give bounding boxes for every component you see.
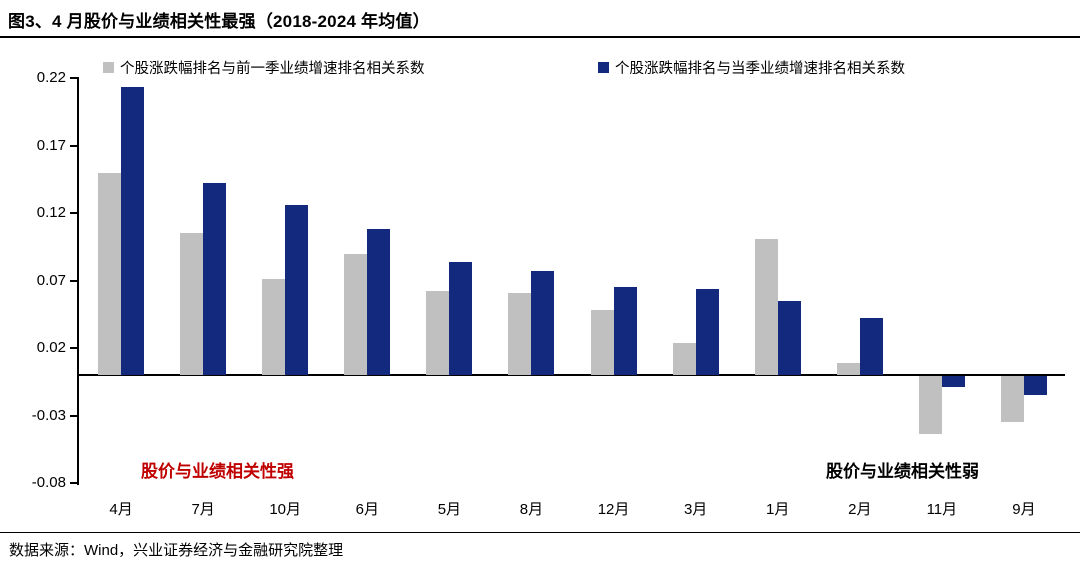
- y-axis-line: [77, 77, 79, 485]
- bar-prev-11月: [918, 376, 942, 435]
- bar-prev-1月: [754, 238, 778, 375]
- x-axis-label-8月: 8月: [519, 501, 544, 518]
- x-axis-label-12月: 12月: [597, 501, 630, 518]
- bar-prev-4月: [98, 172, 122, 375]
- y-axis-tick: [70, 77, 78, 79]
- title-divider: [0, 36, 1080, 38]
- y-axis-tick: [70, 347, 78, 349]
- bar-curr-11月: [941, 376, 965, 388]
- bar-curr-9月: [1023, 376, 1047, 396]
- x-axis-label-5月: 5月: [437, 501, 462, 518]
- y-axis-tick-label: -0.03: [31, 406, 66, 424]
- bar-prev-10月: [262, 279, 286, 375]
- annotation-weak-correlation: 股价与业绩相关性弱: [826, 462, 979, 481]
- legend-marker-gray-icon: [103, 61, 114, 73]
- legend-marker-blue-icon: [598, 61, 609, 73]
- x-axis-label-4月: 4月: [109, 501, 133, 518]
- bar-curr-4月: [121, 87, 144, 375]
- bar-curr-5月: [449, 261, 473, 375]
- bar-prev-9月: [1000, 376, 1024, 423]
- x-axis-label-6月: 6月: [355, 501, 379, 518]
- y-axis-tick-label: 0.22: [36, 69, 66, 86]
- y-axis-tick-label: 0.12: [36, 204, 66, 221]
- x-axis-label-10月: 10月: [269, 501, 302, 518]
- x-axis-label-1月: 1月: [766, 501, 790, 518]
- y-axis-tick: [70, 279, 78, 282]
- bar-curr-1月: [777, 300, 801, 375]
- x-axis-label-9月: 9月: [1012, 501, 1036, 518]
- chart-title: 图3、4 月股价与业绩相关性最强（2018-2024 年均值）: [8, 12, 430, 31]
- bar-prev-12月: [590, 310, 614, 375]
- bar-prev-8月: [508, 292, 532, 375]
- data-source-note: 数据来源：Wind，兴业证券经济与金融研究院整理: [9, 542, 344, 559]
- y-axis-tick: [70, 414, 78, 417]
- legend-label-current-quarter: 个股涨跌幅排名与当季业绩增速排名相关系数: [615, 60, 905, 77]
- bar-prev-2月: [836, 362, 860, 375]
- y-axis-tick-label: 0.07: [36, 271, 66, 289]
- y-axis-tick-label: 0.17: [36, 136, 66, 154]
- bar-curr-7月: [203, 183, 227, 375]
- legend-label-prev-quarter: 个股涨跌幅排名与前一季业绩增速排名相关系数: [120, 60, 425, 77]
- bar-prev-7月: [180, 233, 204, 375]
- y-axis-tick-label: 0.02: [36, 339, 66, 356]
- bar-curr-6月: [367, 229, 391, 375]
- footer-divider: [0, 532, 1080, 533]
- y-axis-tick: [70, 212, 78, 214]
- x-axis-label-11月: 11月: [926, 501, 958, 518]
- legend-item-current-quarter: 个股涨跌幅排名与当季业绩增速排名相关系数: [598, 59, 905, 77]
- bar-curr-3月: [695, 288, 719, 375]
- zero-baseline: [77, 374, 1065, 376]
- bar-curr-12月: [613, 287, 637, 375]
- bar-prev-6月: [344, 253, 368, 375]
- x-axis-label-2月: 2月: [848, 501, 872, 518]
- x-axis-label-7月: 7月: [191, 501, 215, 518]
- bar-prev-3月: [672, 342, 696, 375]
- y-axis-tick: [70, 482, 78, 484]
- y-axis-tick: [70, 144, 78, 147]
- bar-curr-2月: [859, 318, 883, 375]
- annotation-strong-correlation: 股价与业绩相关性强: [141, 462, 294, 481]
- y-axis-tick-label: -0.08: [31, 474, 66, 491]
- legend-item-prev-quarter: 个股涨跌幅排名与前一季业绩增速排名相关系数: [103, 59, 425, 77]
- x-axis-label-3月: 3月: [683, 501, 708, 518]
- bar-curr-10月: [285, 204, 309, 375]
- bar-prev-5月: [426, 291, 450, 375]
- bar-curr-8月: [531, 271, 555, 375]
